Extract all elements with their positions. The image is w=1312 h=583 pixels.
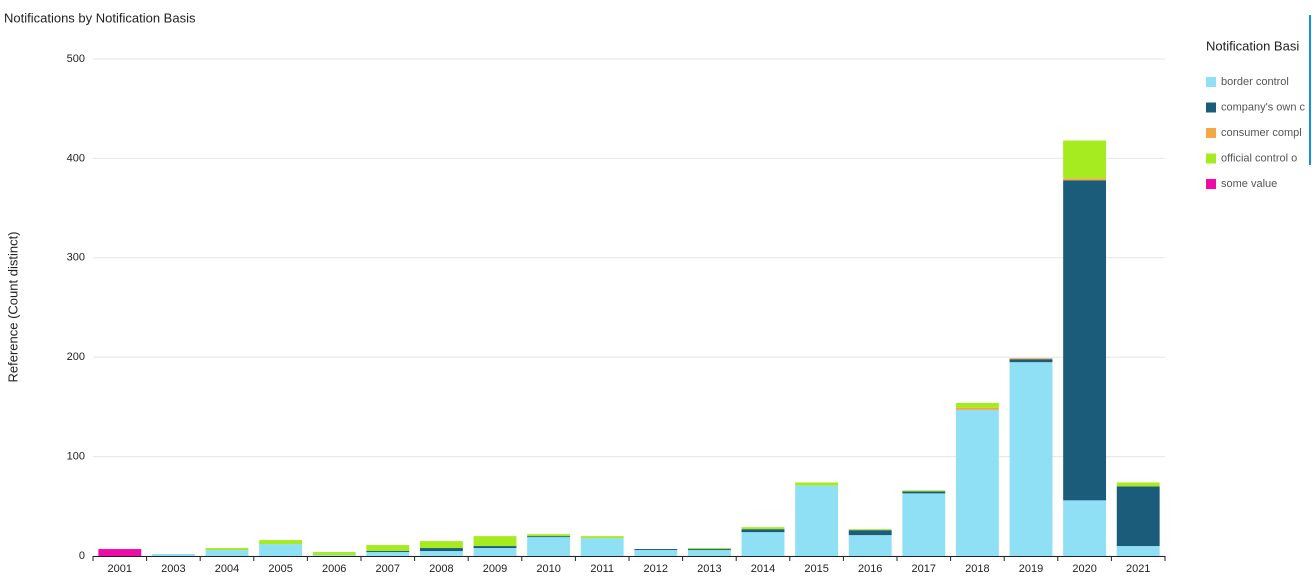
bar-segment xyxy=(527,536,571,538)
bar-segment xyxy=(259,540,303,545)
x-tick-label: 2012 xyxy=(644,563,668,575)
x-tick-label: 2019 xyxy=(1019,563,1043,575)
bar-segment xyxy=(687,548,731,550)
x-tick-label: 2008 xyxy=(429,563,453,575)
y-tick-label: 400 xyxy=(67,152,85,164)
legend-label: company's own c xyxy=(1221,101,1306,113)
bar-segment xyxy=(1009,362,1053,556)
y-tick-label: 300 xyxy=(67,252,85,264)
x-tick-label: 2011 xyxy=(590,563,614,575)
x-tick-label: 2007 xyxy=(376,563,400,575)
y-tick-label: 0 xyxy=(79,550,85,562)
bar-segment xyxy=(741,532,785,556)
x-tick-label: 2005 xyxy=(268,563,292,575)
bar-segment xyxy=(1063,180,1107,501)
x-tick-label: 2009 xyxy=(483,563,507,575)
legend-swatch xyxy=(1206,128,1216,138)
bar-segment xyxy=(955,409,999,556)
bar-segment xyxy=(151,554,195,556)
legend-swatch xyxy=(1206,153,1216,164)
bar-segment xyxy=(580,538,624,556)
legend-label: border control xyxy=(1221,76,1289,88)
bar-segment xyxy=(1116,486,1160,547)
y-axis-label: Reference (Count distinct) xyxy=(5,231,20,382)
x-tick-label: 2006 xyxy=(322,563,346,575)
bar-segment xyxy=(259,544,303,556)
legend-swatch xyxy=(1206,102,1216,113)
bar-segment xyxy=(1116,482,1160,487)
bar-segment xyxy=(205,548,249,551)
bar-segment xyxy=(955,402,999,408)
bar-segment xyxy=(527,534,571,537)
bar-segment xyxy=(473,548,517,556)
x-tick-label: 2014 xyxy=(751,563,775,575)
legend-label: some value xyxy=(1221,178,1277,190)
bar-segment xyxy=(687,550,731,556)
bar-segment xyxy=(902,490,946,492)
chart-title: Notifications by Notification Basis xyxy=(4,10,196,25)
bar-segment xyxy=(634,550,678,556)
legend-swatch xyxy=(1206,179,1216,189)
bar-segment xyxy=(312,552,356,556)
bar-segment xyxy=(419,541,463,549)
bar-segment xyxy=(419,548,463,552)
bar-segment xyxy=(687,549,731,551)
x-tick-label: 2021 xyxy=(1126,563,1150,575)
y-tick-label: 500 xyxy=(67,53,85,65)
x-tick-label: 2003 xyxy=(161,563,185,575)
bar-segment xyxy=(366,551,410,553)
bar-segment xyxy=(366,545,410,552)
bar-segment xyxy=(1116,546,1160,556)
legend-swatch xyxy=(1206,77,1216,87)
x-tick-label: 2020 xyxy=(1072,563,1096,575)
bar-segment xyxy=(634,549,678,551)
bar-segment xyxy=(848,529,892,531)
legend-title: Notification Basi xyxy=(1206,38,1299,53)
x-tick-label: 2015 xyxy=(804,563,828,575)
legend-label: official control o xyxy=(1221,152,1297,164)
bar-segment xyxy=(741,529,785,533)
x-tick-label: 2010 xyxy=(536,563,560,575)
bar-segment xyxy=(98,549,142,556)
bar-segment xyxy=(1063,500,1107,556)
bar-segment xyxy=(902,491,946,494)
bar-segment xyxy=(205,550,249,556)
x-tick-label: 2001 xyxy=(108,563,132,575)
bar-segment xyxy=(473,536,517,547)
x-tick-label: 2016 xyxy=(858,563,882,575)
bar-segment xyxy=(473,546,517,549)
y-tick-label: 200 xyxy=(67,351,85,363)
bar-segment xyxy=(795,485,839,556)
x-tick-label: 2013 xyxy=(697,563,721,575)
bar-segment xyxy=(312,555,356,556)
bar-segment xyxy=(848,535,892,556)
bar-segment xyxy=(902,493,946,556)
bar-segment xyxy=(848,530,892,536)
bar-segment xyxy=(741,527,785,530)
bar-segment xyxy=(1009,358,1053,360)
bar-segment xyxy=(955,407,999,410)
bar-segment xyxy=(1063,140,1107,179)
bar-segment xyxy=(795,482,839,486)
x-tick-label: 2017 xyxy=(912,563,936,575)
bar-segment xyxy=(580,536,624,539)
legend-label: consumer compl xyxy=(1221,127,1302,139)
bar-segment xyxy=(527,537,571,556)
x-tick-label: 2018 xyxy=(965,563,989,575)
bar-segment xyxy=(366,552,410,556)
bar-segment xyxy=(419,551,463,556)
y-tick-label: 100 xyxy=(67,451,85,463)
x-tick-label: 2004 xyxy=(215,563,239,575)
bar-segment xyxy=(1009,359,1053,363)
bar-segment xyxy=(1063,178,1107,181)
